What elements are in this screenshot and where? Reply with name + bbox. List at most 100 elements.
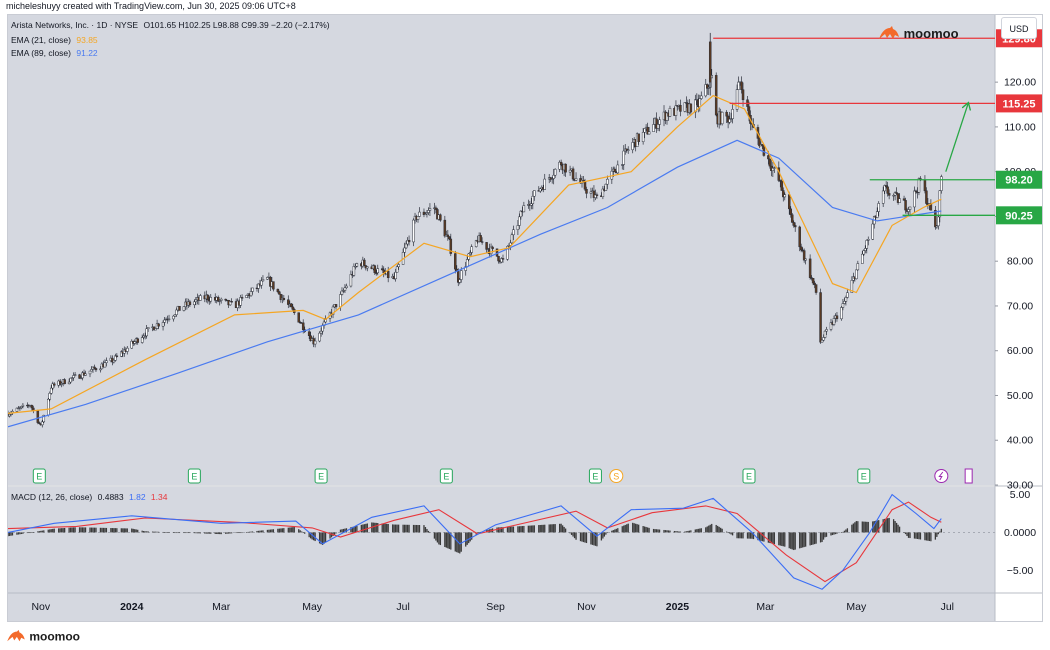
earnings-marker-glyph: E <box>191 472 197 482</box>
candle-body <box>665 112 669 121</box>
macd-histogram-bar <box>205 532 207 534</box>
candle-body <box>500 258 503 263</box>
candle-body <box>594 194 597 198</box>
macd-histogram-bar <box>937 532 939 535</box>
candle-body <box>934 209 937 228</box>
macd-histogram-bar <box>52 528 54 533</box>
macd-histogram-bar <box>230 532 233 534</box>
macd-histogram-bar <box>186 532 188 534</box>
macd-histogram-bar <box>435 532 437 541</box>
macd-histogram-bar <box>78 527 81 533</box>
macd-histogram-bar <box>123 528 125 533</box>
macd-histogram-bar <box>611 530 613 533</box>
macd-histogram-bar <box>715 524 717 533</box>
candle-body <box>714 75 718 116</box>
candle-body <box>865 240 869 249</box>
candle-body <box>355 263 359 267</box>
candle-body <box>58 380 62 385</box>
upcoming-event-marker-icon <box>964 468 973 484</box>
macd-histogram-bar <box>414 524 416 533</box>
macd-histogram-bar <box>560 523 562 533</box>
macd-histogram-bar <box>196 532 198 534</box>
candle-body <box>42 414 46 423</box>
currency-button[interactable]: USD <box>1001 17 1037 39</box>
candle-body <box>689 103 693 113</box>
macd-histogram-bar <box>845 529 847 533</box>
macd-histogram-bar <box>375 522 377 533</box>
macd-histogram-bar <box>725 531 728 533</box>
candle-body <box>403 247 406 253</box>
resistance-price-tag <box>996 94 1042 113</box>
candle-body <box>550 178 554 180</box>
candle-body <box>574 178 578 181</box>
candle-body <box>63 379 66 385</box>
candle-body <box>99 368 102 371</box>
footer-brand-name: moomoo <box>29 629 81 644</box>
candle-body <box>343 287 347 291</box>
candle-body <box>448 236 451 240</box>
macd-histogram-bar <box>626 524 628 533</box>
macd-pane[interactable] <box>8 487 995 593</box>
macd-histogram-bar <box>617 528 619 533</box>
macd-histogram-bar <box>866 521 868 533</box>
legend-macd-signal: 1.34 <box>150 492 168 502</box>
candle-body <box>290 303 293 308</box>
macd-histogram-bar <box>731 532 734 536</box>
macd-histogram-bar <box>614 529 616 533</box>
macd-histogram-bar <box>642 526 644 533</box>
macd-histogram-bar <box>593 532 595 546</box>
macd-histogram-bar <box>22 532 24 534</box>
candle-body <box>136 338 139 343</box>
macd-histogram-bar <box>746 532 749 539</box>
candle-body <box>501 258 505 260</box>
macd-histogram-bar <box>824 532 826 538</box>
candle-body <box>428 208 432 211</box>
macd-histogram-bar <box>499 527 501 533</box>
candle-body <box>558 161 561 170</box>
macd-histogram-bar <box>784 532 786 547</box>
macd-histogram-bar <box>809 532 811 546</box>
candle-body <box>621 164 624 166</box>
macd-histogram-bar <box>648 527 650 533</box>
macd-histogram-bar <box>529 525 531 533</box>
candle-body <box>571 168 575 180</box>
macd-histogram-bar <box>287 527 289 533</box>
macd-histogram-bar <box>551 524 553 533</box>
macd-histogram-bar <box>466 532 468 545</box>
time-tick-label: Jul <box>941 601 954 613</box>
macd-histogram-bar <box>120 528 122 533</box>
macd-histogram-bar <box>293 527 295 533</box>
macd-histogram-bar <box>28 532 30 534</box>
macd-histogram-bar <box>330 532 333 538</box>
macd-histogram-bar <box>924 532 926 541</box>
macd-histogram-bar <box>751 532 753 539</box>
time-axis[interactable] <box>8 593 995 621</box>
macd-histogram-bar <box>311 532 313 540</box>
candle-body <box>679 105 682 112</box>
macd-histogram-bar <box>418 525 421 533</box>
macd-histogram-bar <box>29 532 32 534</box>
time-tick-label: 2024 <box>120 601 144 613</box>
price-axis[interactable] <box>995 15 1042 621</box>
candle-body <box>468 252 472 255</box>
candle-body <box>67 381 71 385</box>
macd-histogram-bar <box>863 521 865 533</box>
earnings-marker-glyph: E <box>592 472 598 482</box>
macd-histogram-bar <box>854 522 856 533</box>
macd-histogram-bar <box>250 531 252 533</box>
macd-histogram-bar <box>654 529 656 533</box>
candle-body <box>606 178 609 185</box>
macd-histogram-bar <box>335 532 337 534</box>
macd-histogram-bar <box>836 532 838 534</box>
candle-body <box>454 253 457 270</box>
macd-histogram-bar <box>739 532 741 539</box>
macd-histogram-bar <box>930 532 932 542</box>
macd-histogram-bar <box>669 530 671 533</box>
macd-histogram-bar <box>673 530 676 533</box>
candle-body <box>613 168 617 173</box>
candle-body <box>780 180 784 191</box>
candle-body <box>767 155 770 160</box>
candle-body <box>747 106 751 116</box>
macd-histogram-bar <box>99 527 102 533</box>
